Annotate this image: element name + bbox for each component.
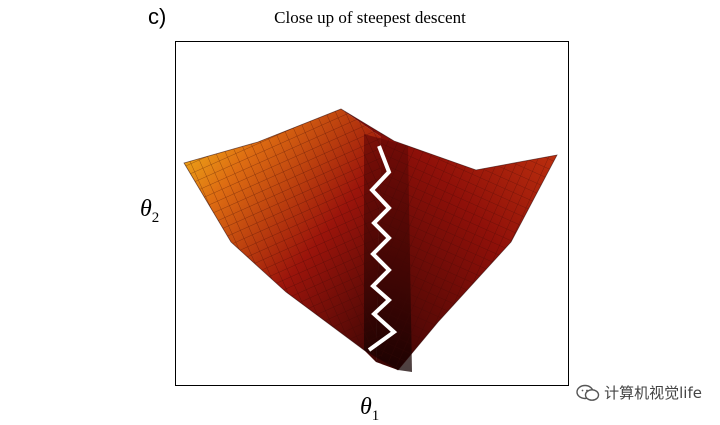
steepest-descent-path — [367, 145, 398, 352]
panel-label: c) — [148, 4, 167, 29]
plot-frame — [175, 41, 569, 386]
surface-mesh — [184, 109, 557, 370]
figure-title: Close up of steepest descent — [274, 8, 466, 27]
watermark-text: 计算机视觉life — [604, 384, 702, 402]
y-axis-label: θ2 — [140, 196, 160, 226]
watermark: 计算机视觉life — [576, 382, 702, 403]
descent-surface-plot — [183, 108, 558, 372]
x-axis-label: θ1 — [360, 394, 380, 424]
wechat-icon — [576, 384, 600, 401]
